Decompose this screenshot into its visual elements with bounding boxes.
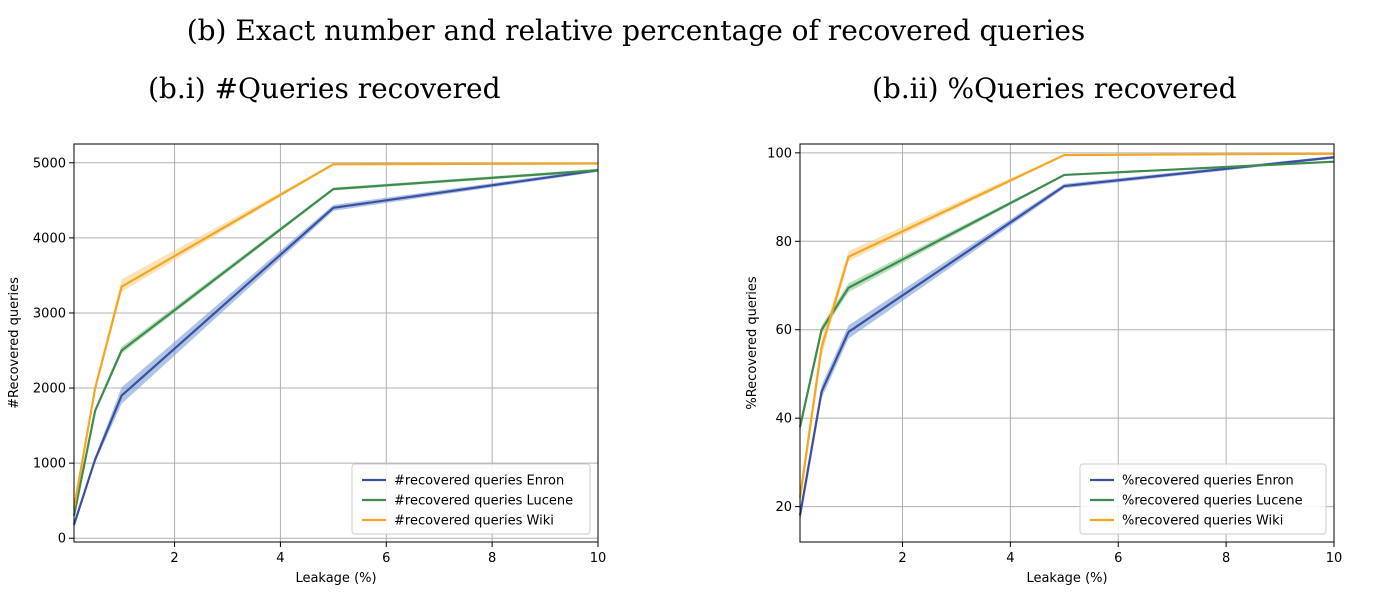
y-tick-label: 1000 [33,457,66,472]
legend-label-enron: #recovered queries Enron [394,474,564,489]
x-tick-label: 4 [1006,551,1014,566]
legend-label-lucene: #recovered queries Lucene [394,494,573,509]
series-line-lucene [798,160,1335,428]
x-tick-label: 4 [276,551,284,566]
y-tick-label: 80 [775,235,792,250]
y-tick-label: 5000 [33,156,66,171]
x-tick-label: 10 [1326,551,1343,566]
series-line-lucene [72,169,599,516]
x-axis-label: Leakage (%) [295,571,376,586]
x-tick-label: 8 [1222,551,1230,566]
figure-title: (b) Exact number and relative percentage… [186,14,1086,47]
series-line-enron [72,169,599,526]
y-tick-label: 100 [767,146,792,161]
x-tick-label: 2 [898,551,906,566]
x-tick-label: 6 [382,551,390,566]
x-tick-label: 6 [1114,551,1122,566]
chart-left: 2 4 6 8 10 0 1000 2000 3000 4000 5000 Leakage (%) #R… [7,143,607,586]
series-band-enron [74,168,598,528]
legend-box [351,463,591,535]
plot-frame [73,143,599,543]
plot-frame [799,143,1335,543]
left-subtitle: (b.i) #Queries recovered [148,72,501,105]
x-tick-label: 10 [590,551,607,566]
legend-label-enron: %recovered queries Enron [1122,474,1294,489]
y-tick-label: 40 [775,412,792,427]
series-line-wiki [72,162,599,509]
y-tick-label: 3000 [33,306,66,321]
chart-right: 2 4 6 8 10 20 40 60 80 100 Leakage (%) %Recovered q… [745,143,1343,586]
x-tick-label: 8 [488,551,496,566]
y-axis-label: %Recovered queries [745,276,760,409]
legend-label-wiki: #recovered queries Wiki [394,514,554,529]
y-axis-label: #Recovered queries [7,277,22,409]
y-tick-label: 20 [775,500,792,515]
legend-box [1079,463,1327,535]
y-tick-label: 2000 [33,382,66,397]
y-tick-label: 0 [58,532,66,547]
legend: #recovered queries Enron #recovered queri… [351,463,591,535]
y-tick-label: 60 [775,323,792,338]
series-band-wiki [74,163,598,512]
right-subtitle: (b.ii) %Queries recovered [872,72,1237,105]
legend: %recovered queries Enron %recovered queri… [1079,463,1327,535]
legend-label-lucene: %recovered queries Lucene [1122,494,1303,509]
series-band-lucene [800,160,1334,432]
legend-label-wiki: %recovered queries Wiki [1122,514,1283,529]
y-tick-label: 4000 [33,231,66,246]
x-tick-label: 2 [170,551,178,566]
series-line-enron [798,156,1335,516]
series-line-wiki [798,152,1335,498]
x-axis-label: Leakage (%) [1026,571,1107,586]
